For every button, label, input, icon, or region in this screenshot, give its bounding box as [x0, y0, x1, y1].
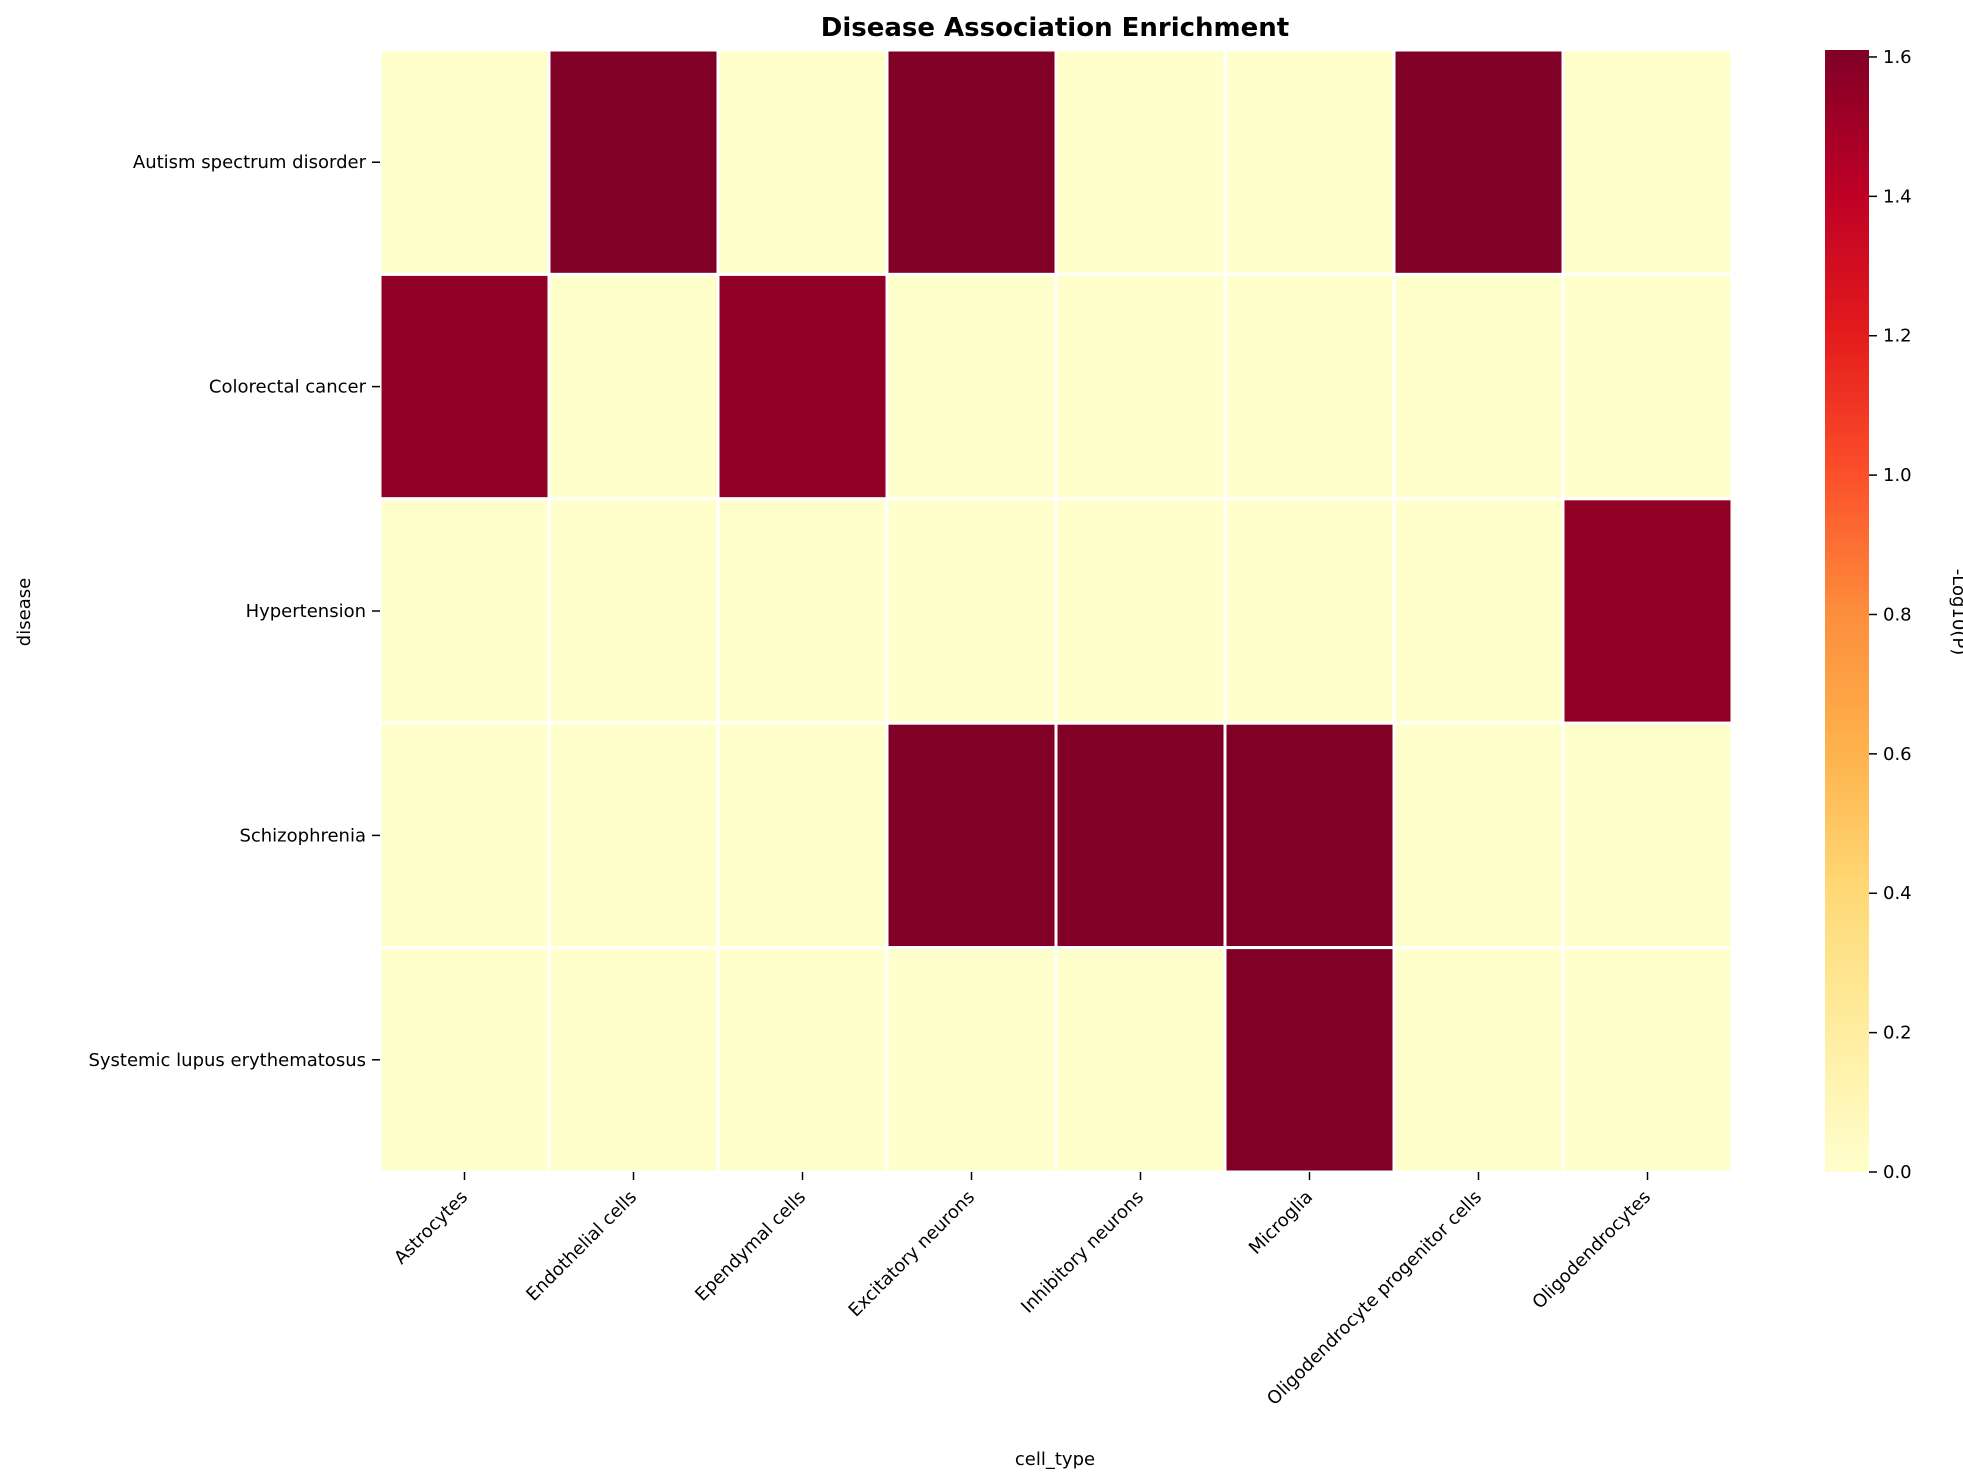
- heatmap-cell: [1561, 272, 1734, 501]
- x-axis-label: cell_type: [1015, 1449, 1095, 1470]
- heatmap-cell: [716, 272, 889, 501]
- y-tick-label: Colorectal cancer: [209, 377, 367, 398]
- heatmap-cell: [885, 272, 1058, 501]
- heatmap-cell: [1392, 497, 1565, 725]
- x-tick-label: Endothelial cells: [522, 1187, 641, 1306]
- heatmap-cell: [1054, 721, 1227, 950]
- heatmap-cell: [1054, 48, 1227, 276]
- colorbar-gradient: [1825, 50, 1869, 1172]
- colorbar-tick-label: 0.0: [1883, 1162, 1912, 1183]
- heatmap-cell: [1223, 946, 1396, 1174]
- heatmap-cell: [1223, 48, 1396, 276]
- heatmap-cell: [1561, 48, 1734, 276]
- heatmap-cell: [885, 946, 1058, 1174]
- heatmap-cell: [547, 946, 720, 1174]
- y-axis-label: disease: [14, 578, 35, 646]
- y-tick-label: Systemic lupus erythematosus: [88, 1050, 366, 1071]
- colorbar-ticks: 0.0 0.2 0.4 0.6 0.8 1.0 1.2 1.4 1.6: [1869, 47, 1912, 1183]
- y-axis: Autism spectrum disorder Colorectal cance…: [88, 152, 380, 1071]
- heatmap-cell: [1392, 946, 1565, 1174]
- x-tick-label: Oligodendrocytes: [1528, 1187, 1655, 1314]
- heatmap-cell: [716, 721, 889, 950]
- heatmap-cell: [1392, 721, 1565, 950]
- x-tick-label: Astrocytes: [390, 1187, 472, 1269]
- heatmap-cell: [547, 48, 720, 276]
- colorbar-tick-label: 0.8: [1883, 604, 1912, 625]
- heatmap-cell: [1054, 946, 1227, 1174]
- heatmap-cell: [378, 272, 551, 501]
- heatmap-cell: [1223, 272, 1396, 501]
- heatmap-cell: [885, 497, 1058, 725]
- heatmap-cell: [1054, 272, 1227, 501]
- heatmap-cell: [547, 721, 720, 950]
- colorbar-tick-label: 0.6: [1883, 744, 1912, 765]
- x-tick-label: Inhibitory neurons: [1017, 1187, 1148, 1318]
- heatmap-cell: [1054, 497, 1227, 725]
- x-tick-label: Microglia: [1245, 1187, 1317, 1259]
- chart-title: Disease Association Enrichment: [821, 13, 1289, 43]
- colorbar-tick-label: 1.6: [1883, 47, 1912, 68]
- heatmap-cell: [378, 48, 551, 276]
- heatmap-cell: [1223, 721, 1396, 950]
- heatmap-cell: [885, 721, 1058, 950]
- heatmap-cell: [1223, 497, 1396, 725]
- y-tick-label: Schizophrenia: [239, 825, 366, 846]
- heatmap-cell: [716, 946, 889, 1174]
- heatmap-cell: [885, 48, 1058, 276]
- heatmap-cells: [378, 48, 1734, 1174]
- heatmap-cell: [547, 272, 720, 501]
- colorbar-tick-label: 0.2: [1883, 1023, 1912, 1044]
- heatmap-cell: [1561, 721, 1734, 950]
- heatmap-cell: [378, 497, 551, 725]
- heatmap-cell: [716, 48, 889, 276]
- heatmap-cell: [378, 946, 551, 1174]
- x-tick-label: Excitatory neurons: [845, 1187, 980, 1322]
- colorbar-tick-label: 0.4: [1883, 883, 1912, 904]
- colorbar: 0.0 0.2 0.4 0.6 0.8 1.0 1.2 1.4 1.6 -Log10(P): [1825, 47, 1963, 1183]
- colorbar-tick-label: 1.0: [1883, 465, 1912, 486]
- heatmap-cell: [378, 721, 551, 950]
- y-tick-label: Hypertension: [246, 601, 366, 622]
- heatmap-cell: [716, 497, 889, 725]
- heatmap-cell: [547, 497, 720, 725]
- heatmap-cell: [1392, 272, 1565, 501]
- heatmap-cell: [1561, 497, 1734, 725]
- colorbar-tick-label: 1.4: [1883, 186, 1912, 207]
- y-tick-label: Autism spectrum disorder: [133, 152, 367, 173]
- x-axis: Astrocytes Endothelial cells Ependymal cel…: [390, 1172, 1655, 1410]
- colorbar-tick-label: 1.2: [1883, 326, 1912, 347]
- x-tick-label: Ependymal cells: [691, 1187, 810, 1306]
- heatmap-cell: [1392, 48, 1565, 276]
- heatmap-cell: [1561, 946, 1734, 1174]
- colorbar-label: -Log10(P): [1948, 569, 1963, 655]
